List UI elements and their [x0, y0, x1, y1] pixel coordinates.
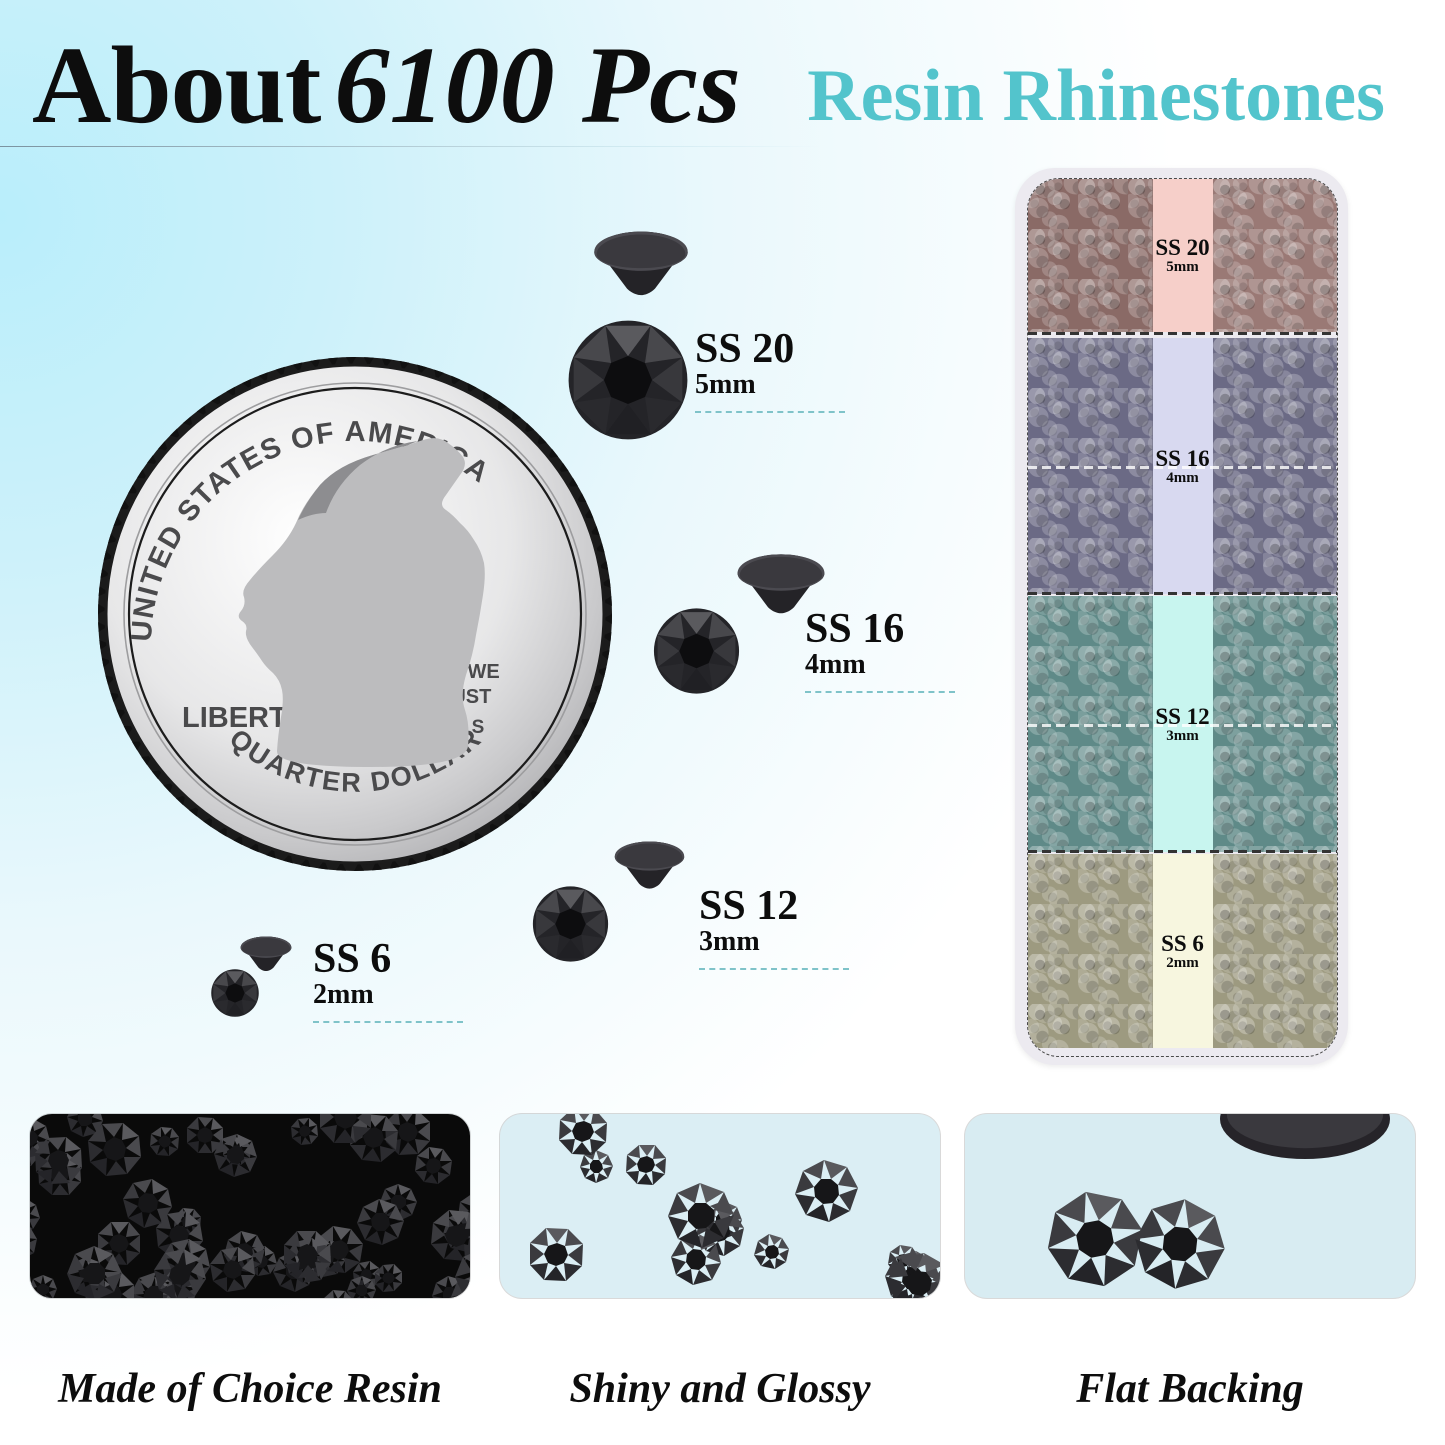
svg-text:S: S — [472, 717, 485, 738]
